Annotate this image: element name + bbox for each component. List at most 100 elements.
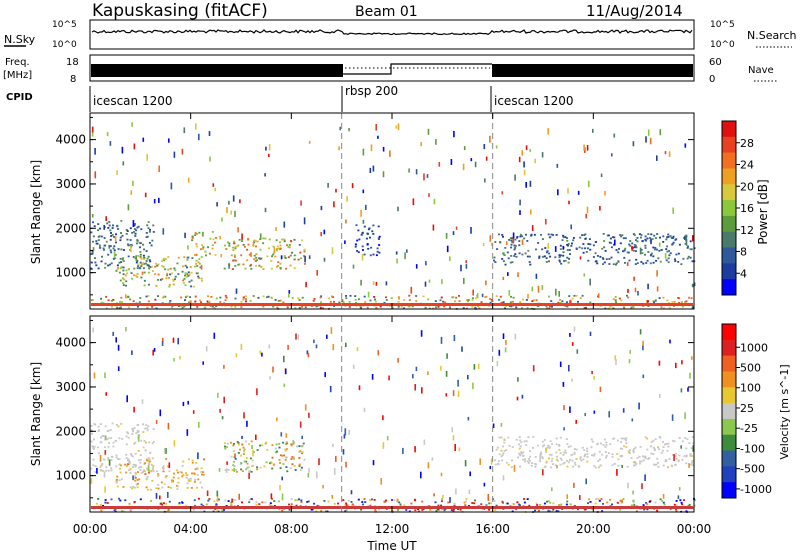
scatter-cell (608, 241, 611, 244)
scatter-cell (530, 234, 533, 237)
scatter-cell (284, 368, 287, 375)
scatter-cell (119, 300, 121, 303)
scatter-cell (436, 508, 439, 511)
scatter-cell (441, 508, 443, 511)
scatter-cell (559, 254, 562, 257)
scatter-cell (234, 245, 237, 248)
scatter-cell (546, 500, 548, 503)
scatter-cell (551, 487, 553, 492)
scatter-cell (573, 453, 576, 455)
scatter-cell (594, 502, 597, 505)
scatter-cell (255, 501, 258, 503)
scatter-cell (202, 246, 205, 249)
scatter-cell (247, 243, 250, 246)
scatter-cell (642, 504, 645, 506)
scatter-cell (653, 234, 656, 237)
scatter-cell (558, 504, 561, 506)
scatter-cell (545, 218, 547, 225)
scatter-cell (565, 451, 567, 454)
scatter-cell (282, 463, 285, 465)
scatter-cell (534, 158, 536, 164)
scatter-cell (576, 349, 579, 354)
scatter-cell (185, 273, 187, 276)
scatter-cell (617, 464, 620, 467)
scatter-cell (428, 193, 430, 197)
scatter-cell (130, 453, 133, 455)
scatter-cell (125, 471, 128, 474)
scatter-cell (641, 240, 644, 242)
scatter-cell (260, 266, 263, 268)
scatter-cell (243, 412, 245, 419)
scatter-cell (137, 265, 140, 267)
scatter-cell (414, 446, 416, 453)
scatter-cell (495, 448, 498, 451)
scatter-cell (548, 510, 551, 513)
scatter-cell (268, 238, 271, 241)
scatter-cell (231, 469, 234, 471)
scatter-cell (139, 246, 141, 249)
scatter-cell (91, 299, 94, 301)
scatter-cell (619, 447, 622, 450)
scatter-cell (299, 251, 302, 254)
scatter-cell (369, 504, 372, 507)
scatter-cell (304, 404, 307, 411)
scatter-cell (151, 442, 154, 445)
scatter-cell (605, 444, 608, 446)
scatter-cell (291, 251, 293, 254)
scatter-cell (134, 274, 137, 277)
scatter-cell (224, 299, 227, 302)
scatter-cell (622, 408, 625, 413)
scatter-cell (182, 474, 185, 476)
scatter-cell (182, 279, 185, 282)
scatter-cell (684, 437, 687, 439)
scatter-cell (259, 233, 262, 240)
scatter-cell (437, 504, 440, 507)
scatter-cell (176, 485, 179, 488)
scatter-cell (523, 498, 526, 500)
scatter-cell (301, 435, 303, 440)
scatter-cell (673, 503, 676, 506)
scatter-cell (352, 264, 355, 269)
scatter-cell (480, 301, 483, 303)
scatter-cell (621, 501, 624, 504)
scatter-cell (110, 437, 113, 439)
scatter-cell (513, 464, 516, 472)
scatter-cell (119, 267, 122, 270)
scatter-cell (537, 285, 540, 293)
scatter-cell (526, 306, 529, 309)
scatter-cell (535, 502, 538, 505)
scatter-cell (226, 442, 229, 445)
scatter-cell (112, 247, 115, 250)
scatter-cell (521, 150, 523, 156)
scatter-cell (313, 339, 315, 344)
scatter-cell (612, 307, 615, 310)
scatter-cell (631, 418, 634, 422)
scatter-cell (273, 247, 276, 254)
scatter-cell (671, 301, 674, 303)
scatter-cell (605, 456, 607, 459)
scatter-cell (624, 438, 627, 441)
scatter-cell (125, 280, 128, 283)
scatter-cell (115, 481, 118, 483)
scatter-cell (264, 501, 267, 504)
scatter-cell (397, 206, 399, 212)
scatter-cell (125, 443, 128, 446)
scatter-cell (689, 454, 692, 457)
scatter-cell (133, 256, 136, 259)
scatter-cell (400, 305, 403, 308)
scatter-cell (171, 480, 173, 483)
scatter-cell (549, 255, 552, 258)
scatter-cell (666, 236, 669, 239)
scatter-cell (422, 508, 425, 510)
scatter-cell (481, 293, 484, 298)
scatter-cell (519, 199, 521, 206)
scatter-cell (283, 355, 285, 363)
scatter-cell (287, 256, 290, 259)
scatter-cell (213, 332, 216, 339)
scatter-cell (527, 458, 530, 460)
scatter-cell (148, 470, 151, 473)
scatter-cell (660, 306, 663, 309)
scatter-cell (320, 509, 323, 512)
scatter-cell (191, 257, 194, 259)
scatter-cell (246, 420, 248, 427)
